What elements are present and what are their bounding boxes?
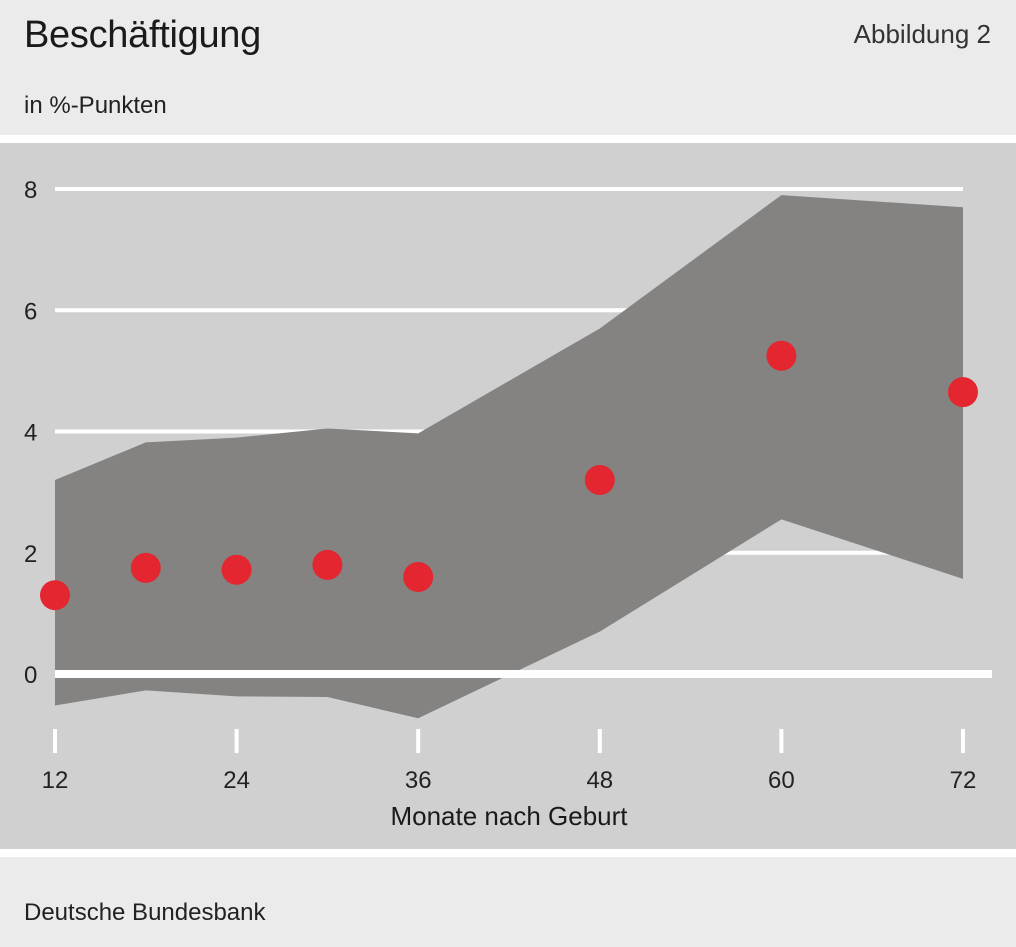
x-tick-label-60: 60 (768, 767, 795, 794)
x-tick-label-72: 72 (950, 767, 977, 794)
y-tick-label-8: 8 (24, 177, 37, 204)
data-point-30 (312, 549, 343, 580)
figure-label: Abbildung 2 (853, 19, 991, 49)
data-point-72 (948, 377, 978, 408)
data-point-36 (403, 562, 434, 592)
chart-title: Beschäftigung (24, 14, 261, 56)
unit-label: in %-Punkten (24, 92, 167, 119)
x-tick-label-12: 12 (42, 767, 69, 794)
y-tick-label-2: 2 (24, 541, 37, 568)
data-point-18 (130, 552, 161, 583)
y-tick-label-6: 6 (24, 298, 37, 325)
data-point-24 (221, 554, 252, 585)
bottom-separator (0, 849, 1016, 857)
x-tick-label-24: 24 (223, 767, 250, 794)
plot-area: 0 2 4 6 8 12 24 36 48 60 72 Monate nach Geburt (0, 143, 1016, 849)
source-label: Deutsche Bundesbank (24, 899, 266, 926)
x-tick-label-48: 48 (586, 767, 613, 794)
x-tick-label-36: 36 (405, 767, 432, 794)
confidence-band (55, 195, 963, 719)
y-tick-label-4: 4 (24, 420, 37, 447)
data-point-48 (584, 465, 615, 495)
y-tick-label-0: 0 (24, 662, 37, 689)
data-point-12 (40, 580, 70, 611)
x-axis-label: Monate nach Geburt (390, 801, 628, 831)
top-separator (0, 135, 1016, 143)
data-point-60 (766, 340, 797, 371)
